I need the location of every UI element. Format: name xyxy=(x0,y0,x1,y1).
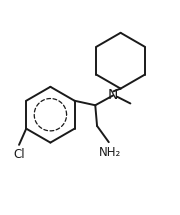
Text: Cl: Cl xyxy=(13,148,25,161)
Text: N: N xyxy=(108,88,118,102)
Text: NH₂: NH₂ xyxy=(98,146,121,159)
